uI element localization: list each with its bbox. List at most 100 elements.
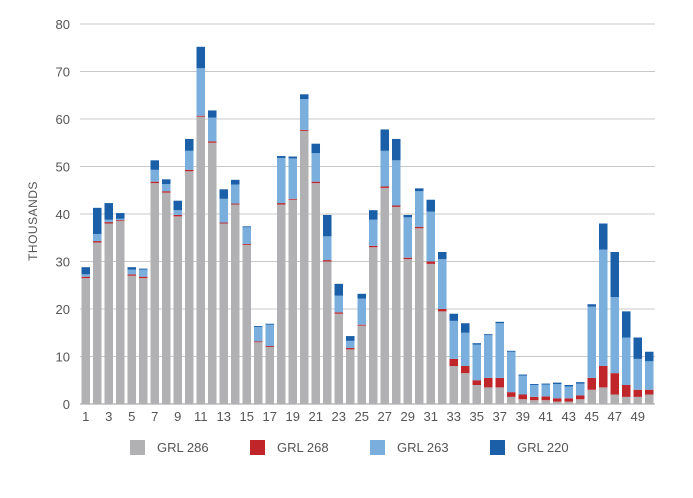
bar-segment-grl-286 bbox=[231, 204, 240, 404]
legend-swatch bbox=[490, 440, 505, 455]
bar-segment-grl-263 bbox=[185, 150, 194, 170]
bar-segment-grl-268 bbox=[104, 222, 114, 224]
bar-segment-grl-286 bbox=[484, 387, 493, 405]
bar-segment-grl-286 bbox=[576, 399, 585, 404]
bar-segment-grl-263 bbox=[484, 335, 493, 378]
y-tick-label: 0 bbox=[63, 397, 70, 412]
bar-segment-grl-263 bbox=[507, 351, 516, 393]
legend-label: GRL 268 bbox=[277, 440, 329, 455]
bar-segment-grl-263 bbox=[242, 227, 252, 244]
bar-segment-grl-263 bbox=[495, 323, 505, 378]
bar-segment-grl-220 bbox=[369, 210, 378, 220]
bar-segment-grl-220 bbox=[553, 382, 562, 385]
bar-segment-grl-263 bbox=[449, 320, 459, 359]
bar-segment-grl-263 bbox=[81, 274, 91, 277]
y-tick-label: 80 bbox=[56, 17, 70, 32]
bar-segment-grl-268 bbox=[196, 115, 206, 117]
bar-segment-grl-286 bbox=[564, 401, 574, 405]
bar-segment-grl-220 bbox=[334, 283, 344, 296]
x-tick-label: 23 bbox=[332, 409, 346, 424]
bar-segment-grl-220 bbox=[185, 138, 194, 151]
bar-segment-grl-286 bbox=[369, 247, 378, 404]
bar-segment-grl-286 bbox=[518, 399, 528, 404]
bar-segment-grl-286 bbox=[495, 387, 505, 405]
bar-segment-grl-268 bbox=[300, 129, 309, 131]
bar-segment-grl-263 bbox=[564, 386, 574, 399]
x-tick-label: 41 bbox=[539, 409, 553, 424]
legend-label: GRL 220 bbox=[517, 440, 569, 455]
bar-segment-grl-268 bbox=[622, 385, 631, 397]
bar-segment-grl-268 bbox=[415, 226, 424, 229]
bar-segment-grl-263 bbox=[254, 327, 263, 342]
bar-segment-grl-268 bbox=[541, 396, 551, 401]
bar-segment-grl-220 bbox=[311, 143, 321, 154]
bar-segment-grl-263 bbox=[127, 269, 137, 275]
bar-segment-grl-286 bbox=[185, 171, 194, 404]
bar-segment-grl-286 bbox=[254, 342, 263, 404]
bar-segment-grl-268 bbox=[645, 389, 654, 395]
bar-segment-grl-286 bbox=[277, 204, 286, 404]
bar-segment-grl-286 bbox=[288, 199, 298, 404]
bar-segment-grl-268 bbox=[150, 181, 160, 184]
bar-segment-grl-268 bbox=[346, 347, 355, 350]
bar-segment-grl-286 bbox=[219, 223, 229, 404]
y-tick-label: 20 bbox=[56, 302, 70, 317]
x-tick-label: 5 bbox=[128, 409, 135, 424]
bar-segment-grl-220 bbox=[116, 213, 125, 219]
bar-segment-grl-263 bbox=[162, 184, 171, 192]
x-tick-label: 33 bbox=[447, 409, 461, 424]
bar-segment-grl-268 bbox=[472, 380, 482, 385]
bar-segment-grl-268 bbox=[369, 245, 378, 248]
legend-swatch bbox=[370, 440, 385, 455]
bar-segment-grl-263 bbox=[196, 68, 206, 116]
bar-segment-grl-286 bbox=[104, 223, 114, 404]
x-tick-label: 7 bbox=[151, 409, 158, 424]
bar-segment-grl-263 bbox=[346, 340, 355, 348]
bar-segment-grl-263 bbox=[93, 233, 102, 242]
bar-segment-grl-263 bbox=[173, 210, 183, 215]
legend-item: GRL 286 bbox=[130, 440, 250, 455]
legend-item: GRL 268 bbox=[250, 440, 370, 455]
bar-segment-grl-263 bbox=[334, 295, 344, 313]
legend-swatch bbox=[130, 440, 145, 455]
x-tick-label: 49 bbox=[631, 409, 645, 424]
bar-segment-grl-263 bbox=[380, 150, 390, 187]
bar-segment-grl-268 bbox=[495, 377, 505, 388]
bar-segment-grl-268 bbox=[242, 243, 252, 245]
bar-segment-grl-268 bbox=[610, 373, 620, 395]
bar-segment-grl-220 bbox=[530, 384, 539, 385]
bar-segment-grl-220 bbox=[633, 337, 643, 359]
bar-segment-grl-220 bbox=[426, 199, 436, 212]
bar-segment-grl-220 bbox=[541, 383, 551, 385]
bar-segment-grl-263 bbox=[622, 337, 631, 385]
bar-segment-grl-268 bbox=[403, 257, 413, 260]
x-tick-label: 25 bbox=[355, 409, 369, 424]
bar-segment-grl-268 bbox=[461, 366, 470, 374]
bar-segment-grl-220 bbox=[346, 336, 355, 341]
x-tick-label: 29 bbox=[401, 409, 415, 424]
x-tick-label: 45 bbox=[585, 409, 599, 424]
bar-segment-grl-263 bbox=[415, 191, 424, 227]
bar-segment-grl-286 bbox=[346, 349, 355, 405]
bar-segment-grl-268 bbox=[116, 220, 125, 222]
bar-segment-grl-220 bbox=[162, 179, 171, 185]
bar-segment-grl-268 bbox=[185, 169, 194, 172]
bar-segment-grl-286 bbox=[116, 221, 125, 405]
bar-segment-grl-286 bbox=[208, 142, 217, 404]
bar-segment-grl-263 bbox=[461, 332, 470, 366]
bar-segment-grl-286 bbox=[587, 389, 597, 404]
bar-segment-grl-286 bbox=[438, 311, 447, 405]
bar-segment-grl-268 bbox=[277, 203, 286, 205]
bar-segment-grl-286 bbox=[633, 396, 643, 405]
bar-segment-grl-263 bbox=[104, 219, 114, 223]
bar-segment-grl-286 bbox=[311, 183, 321, 404]
bar-segment-grl-286 bbox=[530, 400, 539, 404]
bar-segment-grl-220 bbox=[231, 179, 240, 185]
bar-segment-grl-268 bbox=[518, 394, 528, 400]
bar-segment-grl-220 bbox=[323, 214, 332, 237]
bar-segment-grl-286 bbox=[265, 347, 275, 404]
y-tick-label: 50 bbox=[56, 160, 70, 175]
bar-segment-grl-268 bbox=[231, 203, 240, 205]
x-tick-label: 17 bbox=[263, 409, 277, 424]
bar-segment-grl-220 bbox=[415, 188, 424, 192]
